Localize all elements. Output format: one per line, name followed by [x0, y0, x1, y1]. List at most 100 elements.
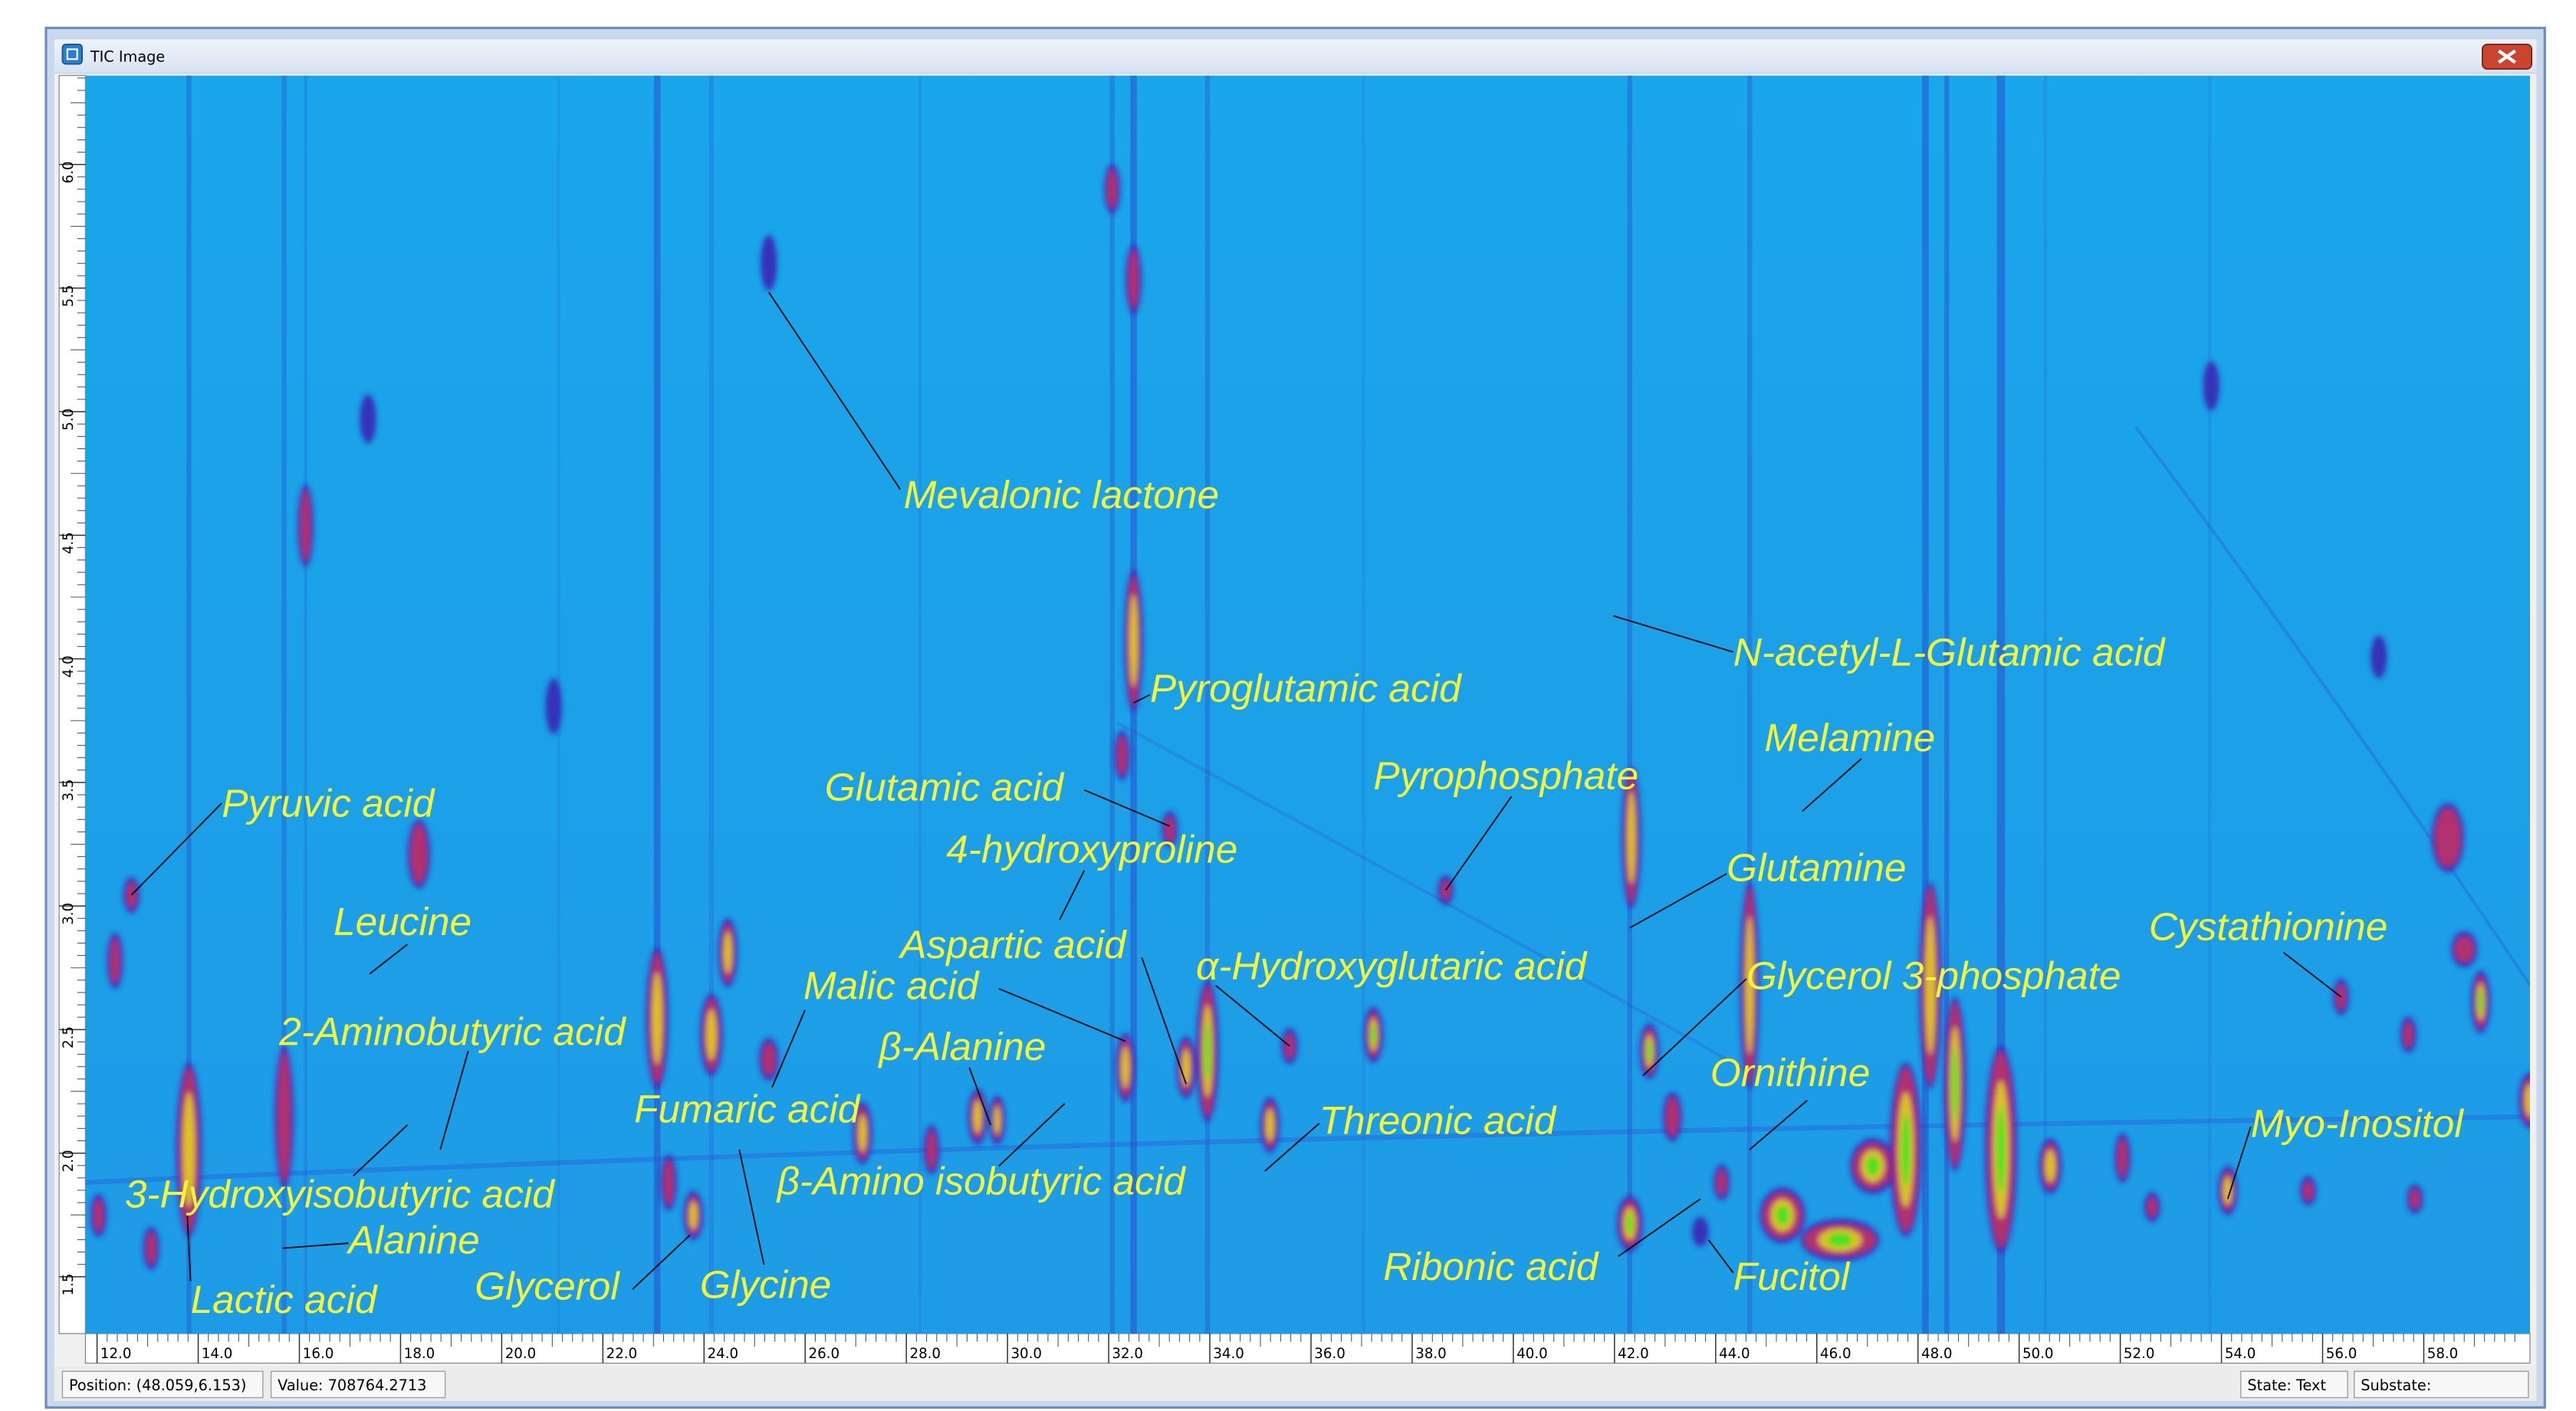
- compound-label: 4-hydroxyproline: [946, 827, 1237, 871]
- x-tick-label: 36.0: [1314, 1346, 1346, 1362]
- peak-halo: [2203, 361, 2220, 410]
- compound-label: Aspartic acid: [898, 922, 1127, 966]
- streak: [654, 76, 661, 1334]
- compound-label: N-acetyl-L-Glutamic acid: [1733, 630, 2166, 674]
- peak-core: [859, 1115, 866, 1152]
- peak-core: [1266, 1109, 1273, 1141]
- y-tick-label: 2.0: [61, 1150, 77, 1172]
- streak: [1628, 76, 1632, 1334]
- tic-image[interactable]: Mevalonic lactone Pyroglutamic acid N-acet…: [85, 76, 2542, 1334]
- x-tick-label: 48.0: [1921, 1346, 1953, 1362]
- x-tick-label: 32.0: [1112, 1346, 1143, 1362]
- x-tick-label: 30.0: [1010, 1346, 1042, 1362]
- peak-top: [2479, 990, 2483, 1014]
- screen: TIC Image Mevalonic lactonePyroglutamic …: [0, 0, 2576, 1411]
- peak-body: [1717, 1170, 1727, 1196]
- y-tick-label: 5.0: [61, 409, 77, 431]
- x-tick-label: 34.0: [1213, 1346, 1244, 1362]
- peak-top: [1626, 1213, 1633, 1234]
- compound-label: Pyroglutamic acid: [1150, 666, 1462, 710]
- y-tick-label: 3.0: [61, 903, 77, 925]
- peak-body: [2404, 1022, 2413, 1048]
- x-tick-label: 38.0: [1415, 1346, 1447, 1362]
- peak-body: [278, 1051, 291, 1182]
- x-tick-label: 18.0: [404, 1346, 435, 1362]
- close-button[interactable]: [2482, 44, 2532, 69]
- compound-label: Ornithine: [1710, 1050, 1871, 1094]
- peak-body: [1129, 250, 1138, 309]
- peak-body: [664, 1160, 674, 1206]
- peak-body: [2118, 1138, 2128, 1177]
- peak-halo: [761, 235, 777, 290]
- peak-top: [1371, 1025, 1375, 1045]
- window-layer: TIC Image Mevalonic lactonePyroglutamic …: [46, 28, 2545, 1407]
- x-ruler: [85, 1334, 2530, 1363]
- peak-halo: [360, 394, 376, 443]
- x-tick-label: 14.0: [202, 1346, 233, 1362]
- compound-label: Ribonic acid: [1383, 1244, 1598, 1288]
- peak-halo: [545, 678, 561, 734]
- compound-label: 2-Aminobutyric acid: [278, 1009, 626, 1054]
- y-tick-label: 1.5: [61, 1274, 77, 1296]
- compound-label: Cystathionine: [2149, 904, 2387, 948]
- peak-top: [1901, 1113, 1911, 1186]
- peak-body: [1666, 1097, 1679, 1136]
- peak-top: [1866, 1156, 1880, 1176]
- streak: [918, 76, 922, 1334]
- peak-body: [301, 490, 310, 562]
- peak-body: [762, 1043, 775, 1076]
- x-tick-label: 28.0: [909, 1346, 941, 1362]
- peak-top: [1952, 1047, 1958, 1121]
- compound-label: Lactic acid: [191, 1277, 378, 1321]
- peak-body: [2435, 808, 2461, 867]
- compound-label: Alanine: [346, 1218, 480, 1262]
- y-ruler: [59, 76, 85, 1334]
- compound-label: Glycine: [700, 1262, 831, 1307]
- status-substate: Substate:: [2361, 1377, 2431, 1394]
- peak-body: [2147, 1197, 2157, 1217]
- status-value: Value: 708764.2713: [278, 1377, 426, 1394]
- compound-label: Pyruvic acid: [222, 781, 435, 825]
- peak-top: [1204, 1022, 1211, 1081]
- compound-label: Melamine: [1764, 715, 1935, 760]
- compound-label: Pyrophosphate: [1373, 753, 1638, 797]
- page: { "window": {"title": "TIC Image"}, "axe…: [0, 0, 2576, 1411]
- streak: [1747, 76, 1752, 1334]
- status-position: Position: (48.059,6.153): [69, 1377, 246, 1394]
- y-tick-label: 5.5: [61, 285, 77, 307]
- peak-body: [1117, 736, 1127, 775]
- window-icon: [62, 44, 82, 64]
- compound-label: Myo-Inositol: [2251, 1101, 2465, 1146]
- streak: [709, 76, 714, 1334]
- x-tick-label: 54.0: [2225, 1346, 2256, 1362]
- y-tick-label: 4.5: [61, 532, 77, 554]
- compound-label: β-Alanine: [877, 1024, 1046, 1068]
- x-tick-label: 24.0: [708, 1346, 739, 1362]
- x-tick-label: 40.0: [1516, 1346, 1548, 1362]
- peak-core: [1122, 1047, 1129, 1088]
- peak-core: [994, 1106, 1001, 1134]
- compound-label: Fumaric acid: [634, 1086, 861, 1130]
- compound-label: Glycerol: [475, 1264, 620, 1308]
- peak-core: [652, 973, 662, 1065]
- streak: [1922, 76, 1929, 1334]
- peak-core: [706, 1009, 716, 1060]
- streak: [304, 76, 307, 1334]
- peak-body: [2303, 1181, 2313, 1201]
- status-state: State: Text: [2247, 1377, 2326, 1394]
- x-tick-label: 46.0: [1820, 1346, 1852, 1362]
- peak-top: [1996, 1105, 2006, 1194]
- x-tick-label: 50.0: [2022, 1346, 2054, 1362]
- peak-body: [146, 1232, 156, 1265]
- x-tick-label: 26.0: [809, 1346, 840, 1362]
- compound-label: Mevalonic lactone: [904, 472, 1219, 517]
- compound-label: Glutamine: [1727, 845, 1906, 889]
- y-tick-label: 6.0: [61, 161, 77, 183]
- peak-halo: [2371, 635, 2387, 678]
- peak-core: [2045, 1150, 2055, 1182]
- peak-core: [1628, 792, 1635, 884]
- compound-label: Fucitol: [1733, 1254, 1851, 1298]
- peak-body: [127, 882, 136, 908]
- x-tick-label: 20.0: [505, 1346, 537, 1362]
- y-tick-label: 4.0: [61, 655, 77, 678]
